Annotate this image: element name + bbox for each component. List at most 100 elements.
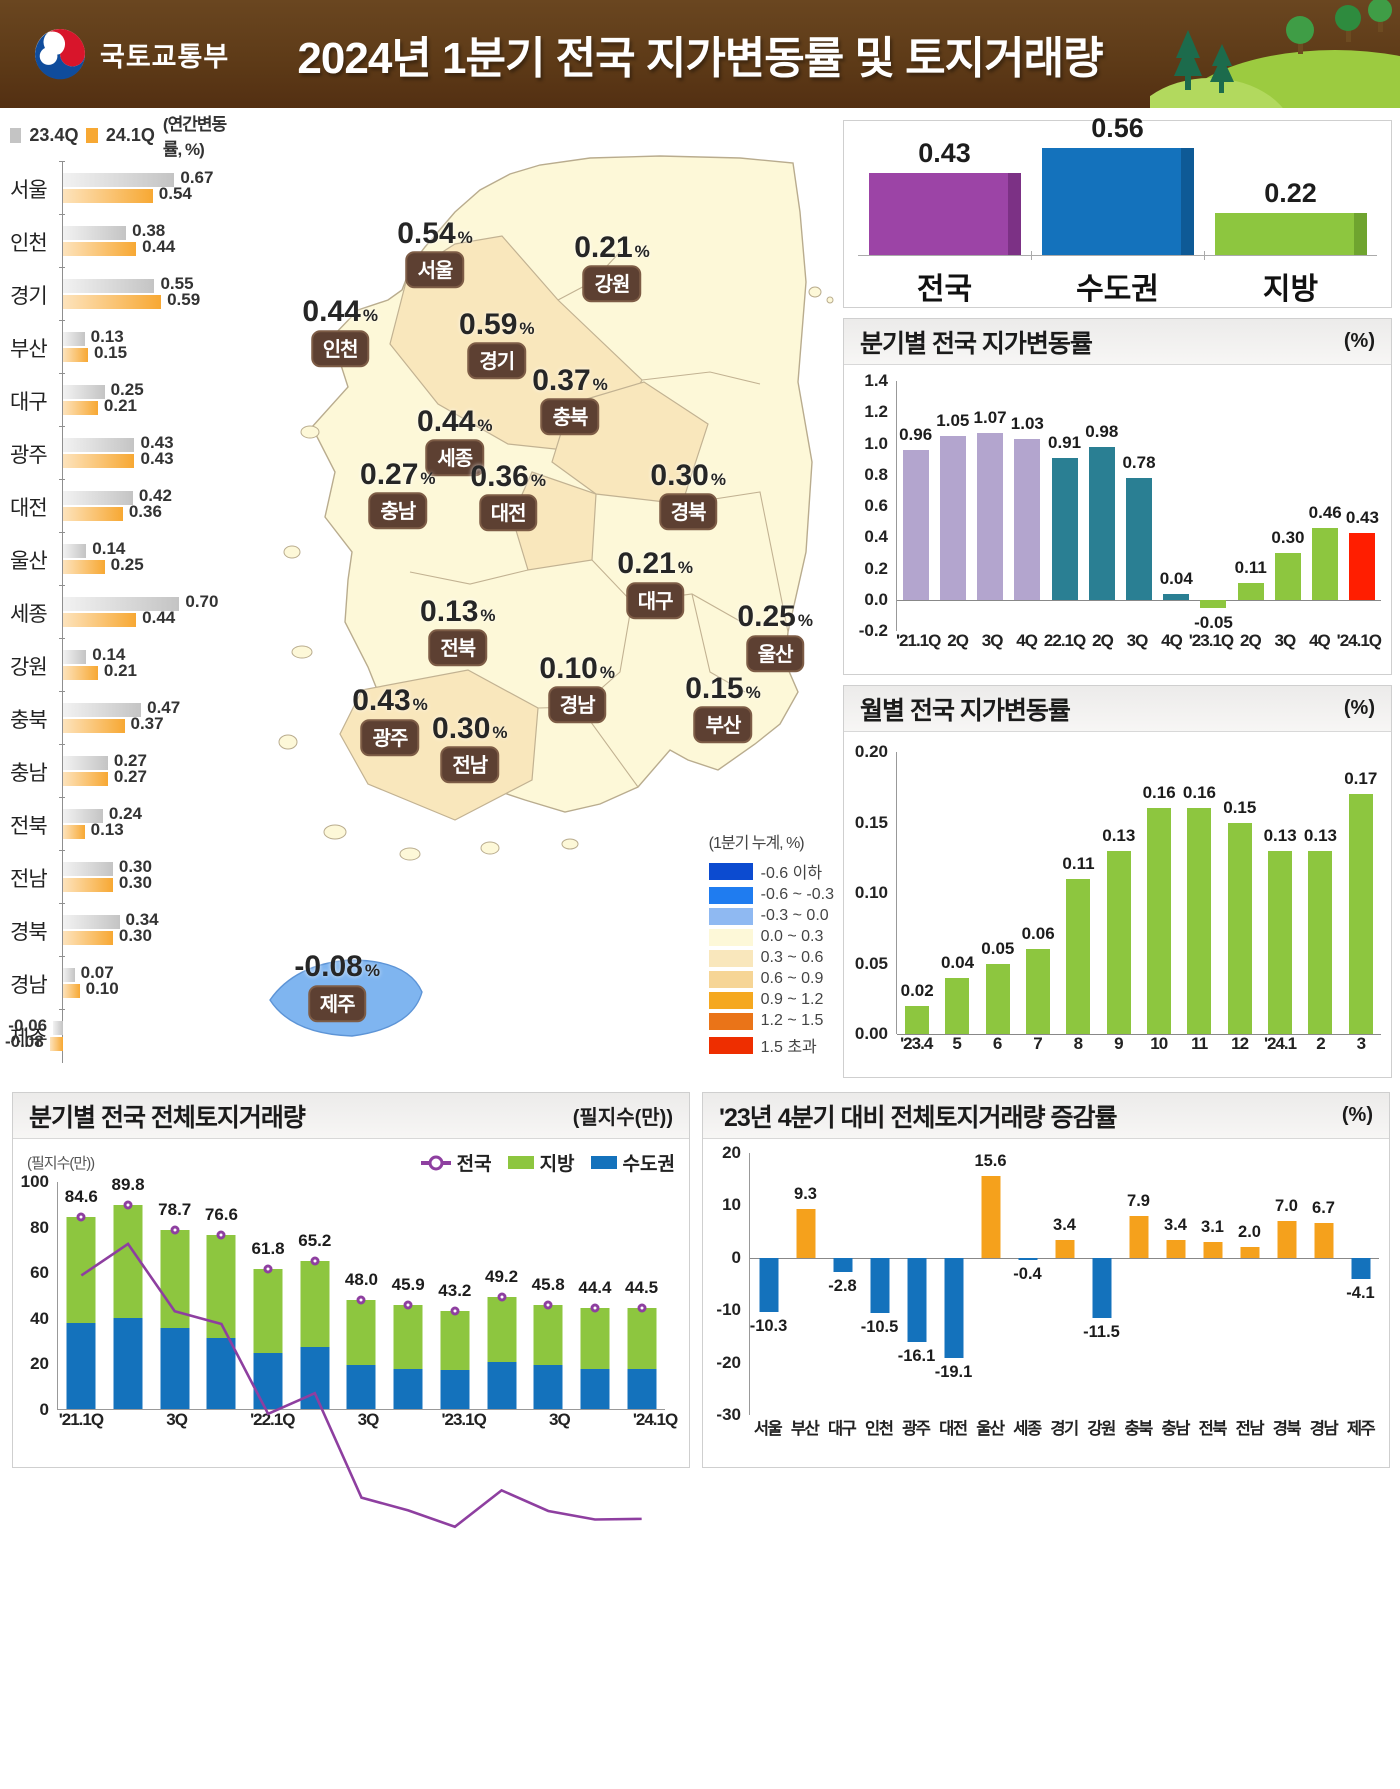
region-track: 0.42 0.36: [62, 480, 242, 533]
region-bar-24-1q: [63, 189, 153, 203]
x-tick-label: 8: [1073, 1034, 1083, 1053]
bar-value-label: 0.02: [900, 980, 934, 1000]
bar: [1166, 1240, 1185, 1258]
bar: [1277, 1221, 1296, 1258]
summary-bar: [868, 172, 1021, 255]
bar: [1092, 1257, 1111, 1319]
quarterly-plot: 0.96 1.05 1.07 1.03 0.91 0.98 0.78 0.04 -0.05 0.1…: [896, 381, 1381, 632]
region-name: 인천: [10, 231, 48, 255]
bar: [1088, 446, 1115, 600]
bar-value-label: 2.0: [1238, 1223, 1261, 1242]
stacked-cell: 45.8: [525, 1182, 572, 1409]
map-region-badge: 전북: [428, 629, 488, 667]
region-value: 0.44: [142, 237, 176, 256]
line-marker: [590, 1303, 600, 1313]
bar: [902, 449, 929, 600]
region-name: 대전: [10, 496, 48, 520]
map-legend-label: -0.3 ~ 0.0: [760, 907, 829, 924]
region-row: 울산 0.14 0.25: [10, 532, 242, 586]
region-name: 경남: [10, 973, 48, 997]
y-tick-label: 0.15: [854, 812, 888, 832]
bar: [1203, 1241, 1222, 1258]
region-bar-23-4q: [53, 1021, 63, 1035]
map-label-대구: 0.21% 대구: [617, 549, 693, 619]
bar: [833, 1257, 852, 1273]
map-legend-swatch: [708, 928, 753, 946]
map-label-광주: 0.43% 광주: [352, 686, 428, 756]
region-name: 충남: [10, 761, 48, 785]
line-marker: [403, 1300, 413, 1310]
region-bar-24-1q: [63, 507, 123, 521]
region-row: 세종 0.70 0.44: [10, 585, 242, 639]
map-legend-label: 0.0 ~ 0.3: [760, 928, 824, 945]
jibang-segment: [300, 1261, 330, 1347]
map-value: 0.21%: [617, 547, 693, 581]
bar-cell: 0.43: [1344, 381, 1381, 631]
bar: [939, 435, 966, 600]
bar-value-label: 6.7: [1312, 1198, 1335, 1217]
map-region-badge: 제주: [307, 984, 367, 1022]
summary-baseline: [858, 251, 1377, 260]
region-value: 0.30: [118, 873, 152, 892]
bar-value-label: 0.06: [1021, 924, 1055, 944]
bar-value-label: 0.16: [1142, 783, 1176, 803]
map-region-badge: 충남: [368, 492, 428, 530]
bar-value-label: -2.8: [828, 1277, 857, 1296]
sudogwon-segment: [66, 1322, 96, 1409]
bar-cell: -19.1: [935, 1153, 972, 1415]
total-label: 65.2: [298, 1231, 332, 1250]
map-legend-swatch: [708, 907, 753, 925]
stacked-bar: [627, 1308, 657, 1409]
x-tick-label: '24.1Q: [632, 1410, 678, 1429]
map-label-경기: 0.59% 경기: [459, 309, 535, 380]
region-value: 0.30: [118, 857, 152, 876]
region-row: 경북 0.34 0.30: [10, 903, 242, 957]
x-tick-label: 22.1Q: [1043, 631, 1086, 650]
map-region-badge: 충북: [540, 398, 600, 436]
percent-sign: %: [797, 611, 813, 631]
region-name: 부산: [10, 337, 48, 361]
bar: [1106, 850, 1131, 1034]
line-marker: [497, 1292, 507, 1302]
stacked-bar: [393, 1304, 423, 1409]
region-track: 0.07 0.10: [62, 957, 242, 1010]
map-value: 0.27%: [360, 458, 436, 492]
line-marker: [123, 1200, 133, 1210]
total-label: 89.8: [111, 1175, 145, 1195]
zero-line: [897, 1034, 1381, 1036]
region-value: 0.21: [103, 396, 137, 415]
region-row: 전남 0.30 0.30: [10, 850, 242, 904]
x-tick-label: '24.1: [1263, 1034, 1297, 1053]
region-value: 0.07: [80, 963, 114, 982]
qoq-plot: -10.3 9.3 -2.8 -10.5 -16.1 -19.1 15.6 -0.4 3.4 -1…: [749, 1152, 1379, 1415]
total-label: 76.6: [204, 1205, 238, 1225]
region-bar-23-4q: [63, 915, 120, 929]
bar: [1349, 532, 1376, 600]
percent-sign: %: [364, 961, 380, 981]
map-value: 0.25%: [737, 600, 813, 634]
map-legend-swatch: [708, 1036, 753, 1054]
x-tick-label: 4Q: [1016, 631, 1038, 650]
map-legend-item: -0.6 ~ -0.3: [708, 886, 834, 904]
qoq-change-unit: (%): [1341, 1104, 1373, 1126]
x-tick-label: 7: [1033, 1034, 1042, 1053]
region-bar-24-1q: [63, 401, 98, 415]
total-label: 48.0: [344, 1270, 379, 1290]
total-label: 61.8: [251, 1238, 285, 1258]
summary-value: 0.22: [1264, 177, 1317, 208]
sudogwon-segment: [440, 1370, 470, 1409]
region-bar-23-4q: [63, 597, 180, 611]
map-value: 0.21%: [574, 231, 650, 265]
map-value: 0.13%: [420, 594, 496, 628]
bar: [1314, 1222, 1333, 1258]
stacked-bar: [487, 1297, 517, 1409]
bar: [759, 1257, 778, 1312]
bar-cell: 0.46: [1307, 381, 1344, 631]
region-track: 0.14 0.25: [62, 533, 242, 586]
region-name: 강원: [10, 655, 48, 679]
region-name: 서울: [10, 178, 48, 202]
y-tick-label: 20: [30, 1354, 49, 1374]
stacked-bar: [113, 1205, 143, 1409]
region-value: 0.54: [158, 184, 192, 203]
region-bar-24-1q: [63, 613, 137, 627]
